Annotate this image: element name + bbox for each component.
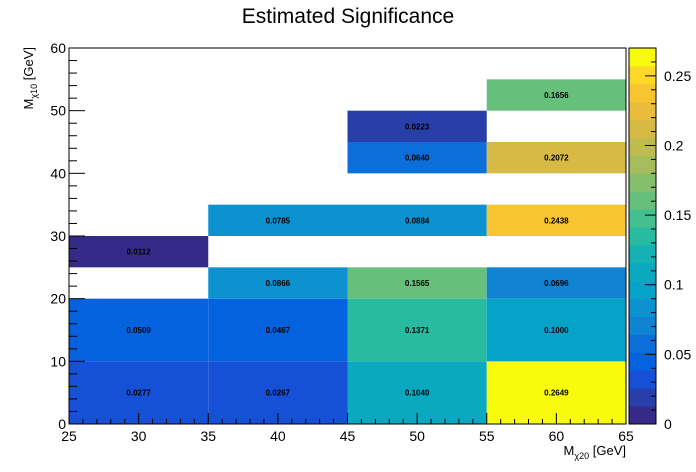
heatmap-cell (347, 204, 487, 236)
cell-value-label: 0.0267 (266, 389, 291, 398)
cell-value-label: 0.0509 (126, 326, 151, 335)
colorbar-band (629, 101, 656, 121)
x-tick-label: 45 (340, 428, 356, 444)
colorbar-band (629, 280, 656, 300)
colorbar-tick-label: 0.05 (664, 346, 691, 362)
heatmap-cell (347, 110, 487, 142)
colorbar-band (629, 316, 656, 335)
colorbar-band (629, 244, 656, 264)
colorbar-band (629, 137, 656, 156)
x-tick-label: 50 (409, 428, 425, 444)
y-axis-title-sub: χ10 (29, 84, 39, 99)
cell-value-label: 0.0112 (127, 248, 152, 257)
colorbar-band (629, 191, 656, 210)
colorbar-tick-label: 0 (664, 416, 672, 432)
colorbar-tick-label: 0.1 (664, 277, 684, 293)
colorbar-tick-label: 0.15 (664, 207, 691, 223)
y-tick-label: 50 (50, 103, 66, 119)
colorbar-band (629, 48, 656, 67)
y-axis-title-main: M (21, 99, 36, 110)
colorbar-band (629, 298, 656, 318)
colorbar-band (629, 388, 656, 407)
chart-title: Estimated Significance (242, 5, 454, 28)
colorbar-axis: 0 0.05 0.1 0.15 0.2 0.25 (645, 61, 691, 432)
x-tick-label: 60 (549, 428, 565, 444)
x-tick-label: 55 (479, 428, 495, 444)
x-tick-label: 25 (61, 428, 77, 444)
cell-value-label: 0.2072 (544, 154, 569, 163)
x-axis-title-sub: χ20 (574, 451, 589, 461)
colorbar-band (629, 155, 656, 174)
cell-value-label: 0.1371 (405, 326, 430, 335)
x-tick-label: 40 (270, 428, 286, 444)
colorbar-band (629, 406, 656, 425)
colorbar (628, 47, 657, 425)
y-tick-label: 10 (50, 353, 66, 369)
cell-value-label: 0.0277 (126, 389, 151, 398)
heatmap-cell (347, 298, 487, 362)
x-tick-label: 30 (131, 428, 147, 444)
colorbar-band (629, 119, 656, 139)
x-axis-title-main: M (564, 443, 575, 458)
heatmap-cell (347, 142, 487, 174)
cell-value-label: 0.1656 (544, 91, 569, 100)
y-tick-label: 40 (50, 165, 66, 181)
colorbar-band (629, 352, 656, 371)
y-tick-label: 60 (50, 40, 66, 56)
x-axis-title-unit: [GeV] (589, 443, 626, 458)
colorbar-band (629, 173, 656, 192)
heatmap-cell (486, 298, 626, 362)
colorbar-band (629, 370, 656, 389)
heatmap-cell-labels: 0.0277 0.0267 0.1040 0.2649 0.0509 0.0467 0.13… (126, 91, 569, 398)
heatmap-cell (486, 79, 626, 111)
y-tick-label: 20 (50, 291, 66, 307)
heatmap-cell (69, 236, 209, 268)
cell-value-label: 0.0884 (405, 216, 430, 225)
cell-value-label: 0.1000 (544, 326, 569, 335)
cell-value-label: 0.0223 (405, 122, 430, 131)
heatmap-cell (486, 267, 626, 299)
colorbar-band (629, 262, 656, 282)
heatmap-cell (208, 267, 348, 299)
x-axis: 25 30 35 40 45 50 55 60 65 (61, 413, 634, 444)
colorbar-frame (628, 47, 657, 425)
cell-value-label: 0.1040 (405, 389, 430, 398)
colorbar-tick-label: 0.25 (664, 68, 691, 84)
cell-value-label: 0.0467 (266, 326, 291, 335)
heatmap-cell (208, 298, 348, 362)
x-tick-label: 35 (200, 428, 216, 444)
heatmap-cell (69, 298, 209, 362)
heatmap-cell (347, 267, 487, 299)
cell-value-label: 0.0696 (544, 279, 569, 288)
y-axis-title: Mχ10 [GeV] (21, 47, 39, 109)
colorbar-tick-label: 0.2 (664, 137, 684, 153)
colorbar-band (629, 227, 656, 246)
heatmap-cell (486, 204, 626, 236)
x-axis-title: Mχ20 [GeV] (564, 443, 626, 461)
cell-value-label: 0.0640 (405, 154, 430, 163)
colorbar-band (629, 65, 656, 85)
cell-value-label: 0.0866 (266, 279, 291, 288)
colorbar-band (629, 209, 656, 228)
cell-value-label: 0.2438 (544, 216, 569, 225)
cell-value-label: 0.2649 (544, 389, 569, 398)
cell-value-label: 0.1565 (405, 279, 430, 288)
colorbar-band (629, 83, 656, 103)
y-axis: 0 10 20 30 40 50 60 (50, 40, 85, 432)
x-tick-label: 65 (618, 428, 634, 444)
y-axis-title-unit: [GeV] (21, 47, 36, 84)
y-tick-label: 0 (58, 416, 66, 432)
heatmap-cell (208, 204, 348, 236)
heatmap-cell (486, 142, 626, 174)
cell-value-label: 0.0785 (266, 216, 291, 225)
y-tick-label: 30 (50, 228, 66, 244)
colorbar-band (629, 334, 656, 353)
